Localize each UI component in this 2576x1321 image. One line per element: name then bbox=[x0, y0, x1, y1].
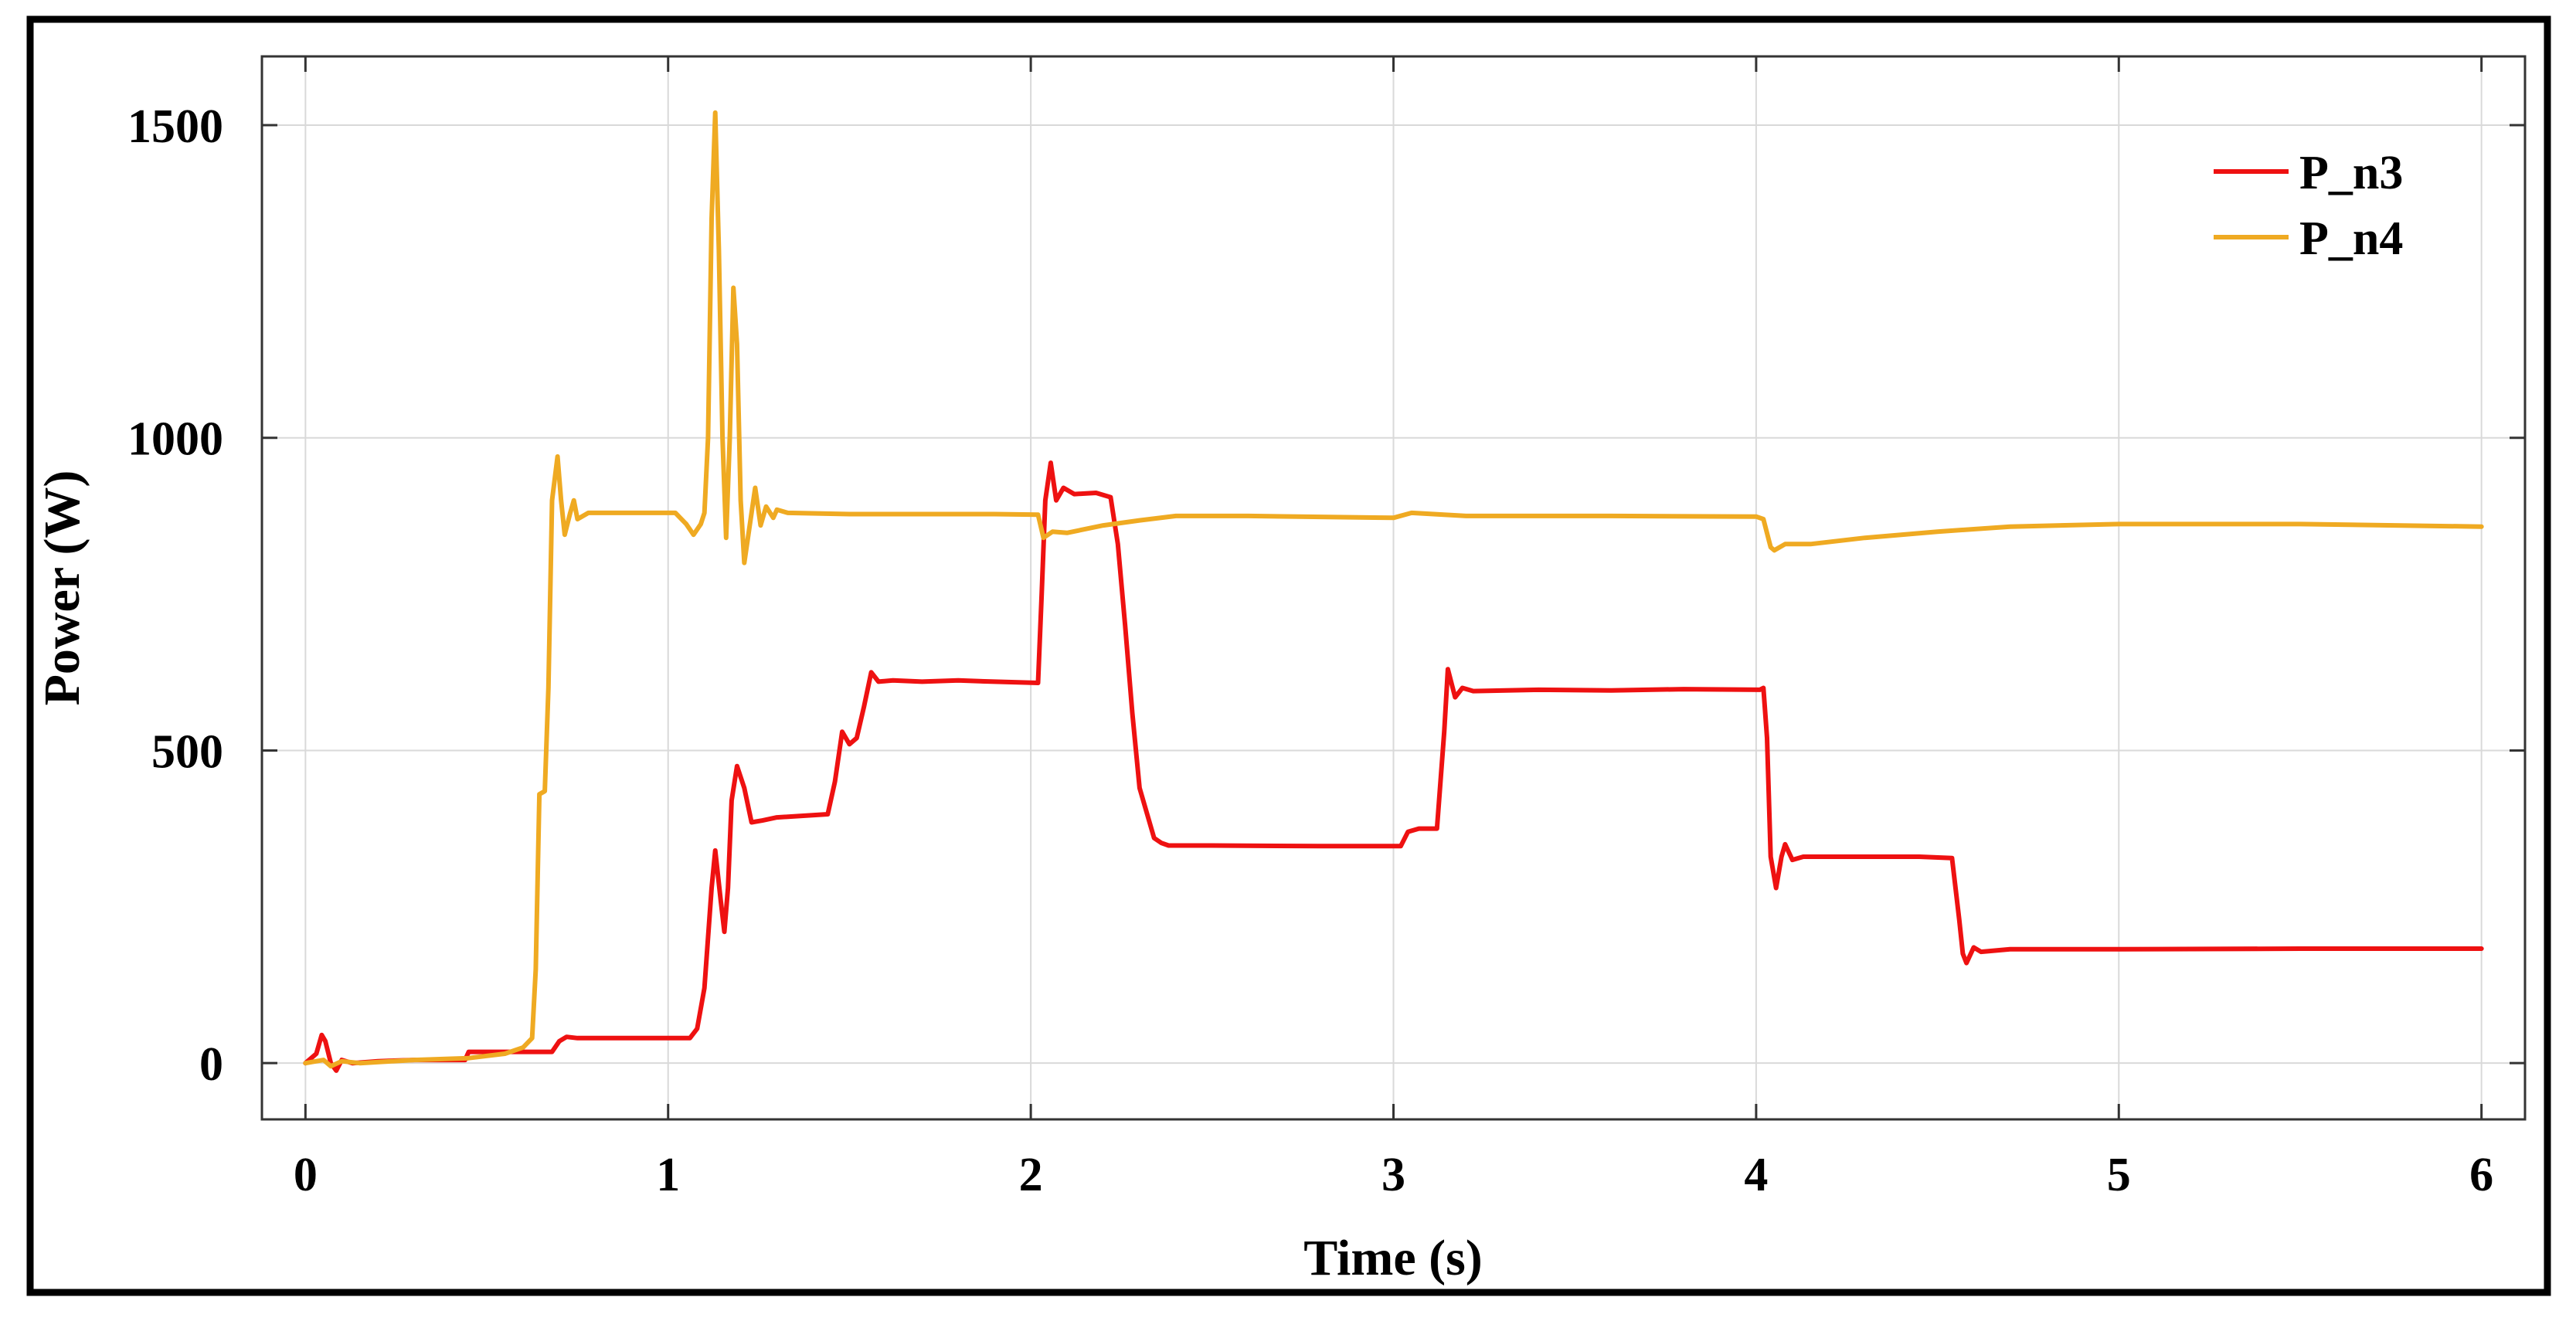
x-tick-labels: 0 1 2 3 4 5 6 bbox=[294, 1149, 2493, 1201]
y-axis-title: Power (W) bbox=[34, 470, 90, 706]
y-tick-labels: 0 500 1000 1500 bbox=[127, 100, 223, 1091]
y-tick-label: 500 bbox=[151, 725, 223, 778]
legend-label: P_n3 bbox=[2299, 147, 2403, 199]
y-tick-label: 1000 bbox=[127, 413, 223, 466]
y-tick-label: 0 bbox=[199, 1038, 223, 1091]
x-tick-label: 2 bbox=[1019, 1149, 1043, 1201]
series-line-p-n4 bbox=[303, 110, 2484, 1069]
x-tick-label: 1 bbox=[656, 1149, 680, 1201]
tick-marks bbox=[262, 56, 2525, 1119]
grid-lines bbox=[262, 56, 2525, 1119]
legend-label: P_n4 bbox=[2299, 212, 2403, 265]
y-tick-label: 1500 bbox=[127, 100, 223, 153]
series-layer bbox=[303, 110, 2484, 1073]
x-tick-label: 6 bbox=[2469, 1149, 2493, 1201]
x-axis-title: Time (s) bbox=[1303, 1230, 1483, 1286]
x-tick-label: 5 bbox=[2107, 1149, 2131, 1201]
legend: P_n3 P_n4 bbox=[2214, 147, 2403, 265]
series-line-p-n3 bbox=[303, 460, 2484, 1073]
x-tick-label: 3 bbox=[1381, 1149, 1405, 1201]
x-tick-label: 0 bbox=[294, 1149, 318, 1201]
x-tick-label: 4 bbox=[1744, 1149, 1768, 1201]
